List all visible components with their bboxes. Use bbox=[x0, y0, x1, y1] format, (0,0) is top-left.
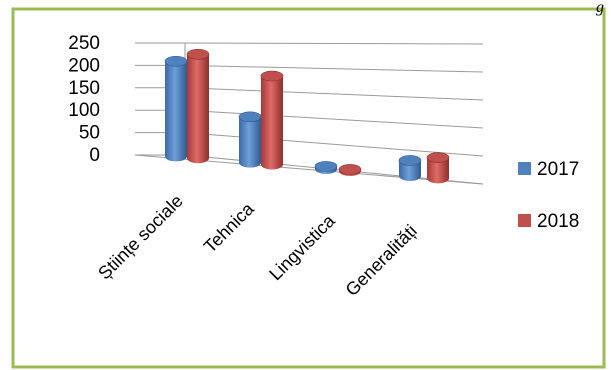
bar-2017-1 bbox=[238, 111, 262, 168]
bar-2018-3 bbox=[426, 152, 450, 184]
y-tick-label: 250 bbox=[68, 33, 100, 54]
bar-top bbox=[338, 164, 362, 175]
bar-body bbox=[399, 160, 421, 181]
gridline-back bbox=[184, 64, 484, 73]
bar-body bbox=[427, 157, 449, 184]
gridline-back bbox=[184, 109, 484, 129]
y-tick-label: 150 bbox=[68, 78, 100, 99]
legend-label-2017: 2017 bbox=[537, 159, 579, 180]
bar-top bbox=[260, 70, 284, 82]
bar-body bbox=[261, 76, 283, 170]
bar-2017-0 bbox=[164, 55, 188, 162]
category-label: Științe sociale bbox=[94, 191, 187, 284]
corner-text: g bbox=[596, 0, 604, 16]
gridline-back bbox=[184, 87, 484, 101]
bar-body bbox=[187, 54, 209, 164]
y-tick-label: 100 bbox=[68, 100, 100, 121]
y-tick-label: 0 bbox=[89, 145, 100, 166]
chart-border bbox=[11, 7, 606, 369]
bar-top bbox=[426, 152, 450, 163]
legend-label-2018: 2018 bbox=[537, 211, 579, 232]
bar-body bbox=[239, 116, 261, 168]
bar-top bbox=[164, 55, 188, 67]
gridline-back bbox=[184, 42, 484, 45]
bar-top bbox=[238, 111, 262, 123]
bars bbox=[164, 48, 450, 184]
category-label: Lingvistica bbox=[265, 210, 339, 284]
bar-top bbox=[314, 161, 338, 172]
legend-swatch-2018 bbox=[518, 214, 531, 227]
bar-top bbox=[398, 155, 422, 166]
bar-2018-2 bbox=[338, 164, 362, 176]
category-label: Generalități bbox=[342, 221, 421, 300]
category-label: Tehnica bbox=[200, 198, 259, 257]
bar-2017-3 bbox=[398, 155, 422, 181]
bar-body bbox=[165, 61, 187, 162]
bar-2018-0 bbox=[186, 48, 210, 164]
floor-right-edge bbox=[469, 182, 484, 185]
legend: 2017 2018 bbox=[518, 159, 579, 232]
y-tick-label: 50 bbox=[79, 123, 100, 144]
bar-2018-1 bbox=[260, 70, 284, 170]
legend-swatch-2017 bbox=[518, 162, 531, 175]
gridline-back bbox=[184, 132, 484, 157]
bar-2017-2 bbox=[314, 161, 338, 174]
y-tick-label: 200 bbox=[68, 55, 100, 76]
category-labels: Științe sociale Tehnica Lingvistica General… bbox=[94, 191, 421, 300]
bar-top bbox=[186, 48, 210, 60]
